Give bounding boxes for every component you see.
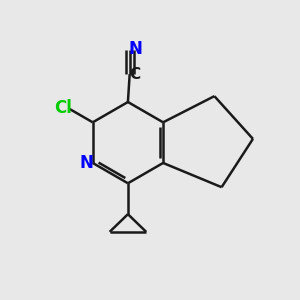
Text: Cl: Cl xyxy=(54,99,72,117)
Text: N: N xyxy=(79,154,93,172)
Text: N: N xyxy=(128,40,142,58)
Text: C: C xyxy=(129,67,140,82)
